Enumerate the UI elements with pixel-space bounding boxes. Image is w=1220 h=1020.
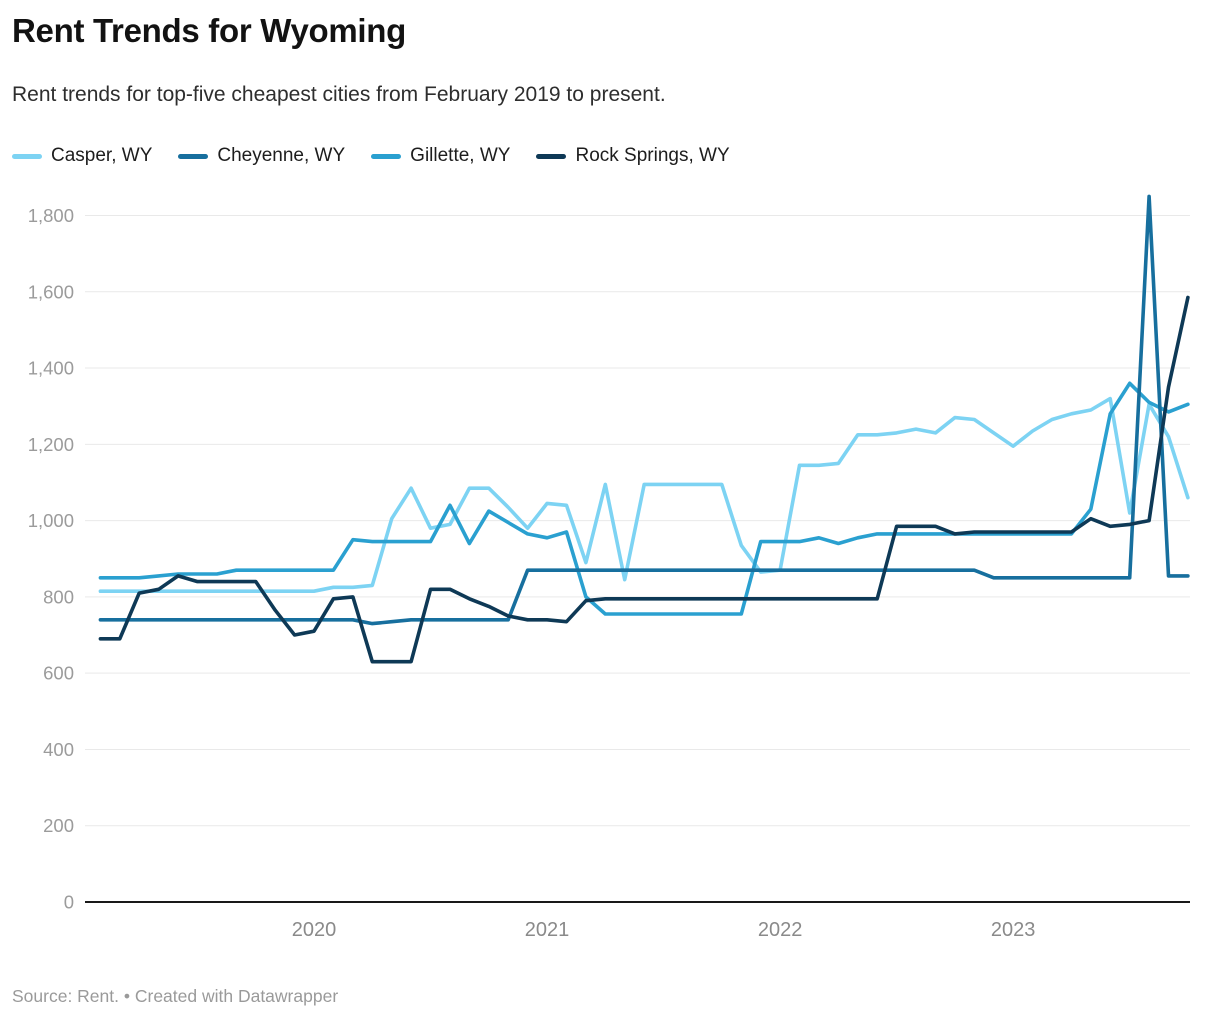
y-tick-label: 800 (43, 586, 74, 607)
page-title: Rent Trends for Wyoming (12, 12, 407, 49)
y-tick-label: 1,800 (28, 205, 74, 226)
series-line-gillette-wy (98, 381, 1190, 616)
legend-item-rock-springs: Rock Springs, WY (536, 145, 730, 167)
legend-swatch-cheyenne (178, 153, 209, 159)
legend-swatch-rock-springs (536, 153, 567, 159)
legend-item-gillette: Gillette, WY (371, 145, 510, 167)
y-tick-label: 400 (43, 739, 74, 760)
x-tick-label: 2023 (991, 919, 1036, 941)
legend-swatch-casper (12, 153, 42, 159)
legend-label-casper: Casper, WY (51, 145, 153, 166)
source-attribution: Source: Rent. • Created with Datawrapper (12, 986, 339, 1006)
legend-item-cheyenne: Cheyenne, WY (178, 145, 345, 167)
legend-label-rock-springs: Rock Springs, WY (575, 145, 730, 166)
y-tick-label: 600 (43, 663, 74, 684)
series-line-cheyenne-wy (98, 194, 1190, 626)
legend-label-cheyenne: Cheyenne, WY (217, 145, 346, 166)
y-tick-label: 1,200 (28, 434, 74, 455)
chart-legend: Casper, WY Cheyenne, WY Gillette, WY Roc… (12, 145, 756, 167)
series-line-casper-wy (98, 396, 1190, 594)
y-tick-label: 1,400 (28, 358, 74, 379)
chart-subtitle: Rent trends for top-five cheapest cities… (12, 83, 666, 106)
x-tick-label: 2020 (292, 919, 337, 941)
y-tick-label: 200 (43, 815, 74, 836)
series-line-rock-springs-wy (98, 295, 1190, 664)
y-tick-label: 1,000 (28, 510, 74, 531)
y-tick-label: 1,600 (28, 281, 74, 302)
x-tick-label: 2022 (758, 919, 803, 941)
x-tick-label: 2021 (525, 919, 570, 941)
legend-label-gillette: Gillette, WY (410, 145, 511, 166)
legend-item-casper: Casper, WY (12, 145, 152, 167)
y-tick-label: 0 (64, 892, 74, 913)
legend-swatch-gillette (371, 153, 402, 159)
